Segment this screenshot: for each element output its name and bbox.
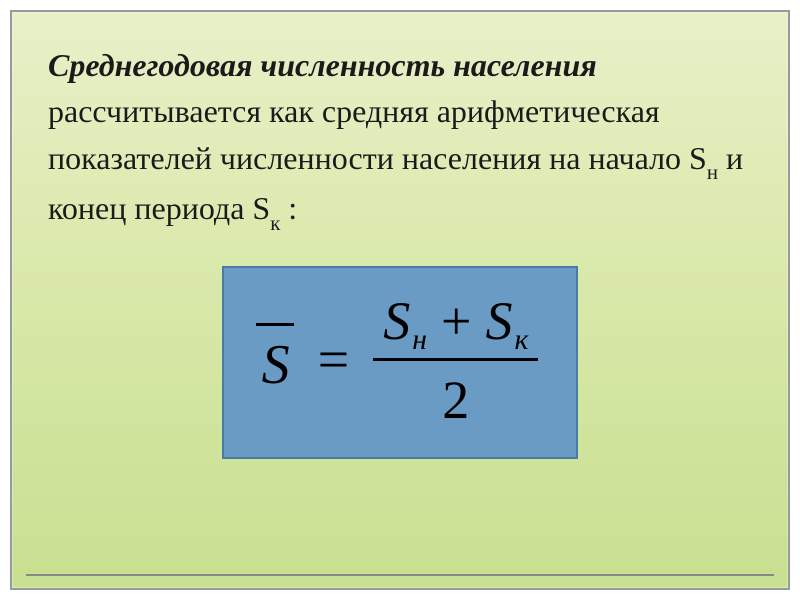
subscript-k-inline: к (270, 212, 280, 235)
subscript-n-inline: н (707, 161, 718, 184)
numerator: S н + S к (373, 290, 538, 361)
fraction: S н + S к 2 (373, 290, 538, 431)
term2-base: S (485, 290, 512, 352)
term1-base: S (383, 290, 410, 352)
body-text-3: : (280, 190, 297, 226)
denominator: 2 (442, 361, 469, 431)
formula-wrapper: S = S н + S к 2 (48, 266, 752, 459)
formula: S = S н + S к 2 (262, 290, 539, 431)
equals-sign: = (318, 328, 350, 392)
title-phrase: Среднегодовая численность населения (48, 47, 597, 83)
numerator-term-1: S н (383, 290, 427, 352)
numerator-term-2: S к (485, 290, 528, 352)
definition-text: Среднегодовая численность населения расс… (48, 42, 752, 236)
term1-subscript: н (412, 324, 427, 357)
formula-box: S = S н + S к 2 (222, 266, 579, 459)
body-text-1: рассчитывается как средняя арифметическа… (48, 93, 707, 175)
slide-container: Среднегодовая численность населения расс… (10, 10, 790, 590)
bottom-divider (26, 574, 774, 576)
term2-subscript: к (514, 324, 528, 357)
plus-sign: + (441, 290, 471, 352)
lhs-s-bar: S (262, 323, 290, 397)
